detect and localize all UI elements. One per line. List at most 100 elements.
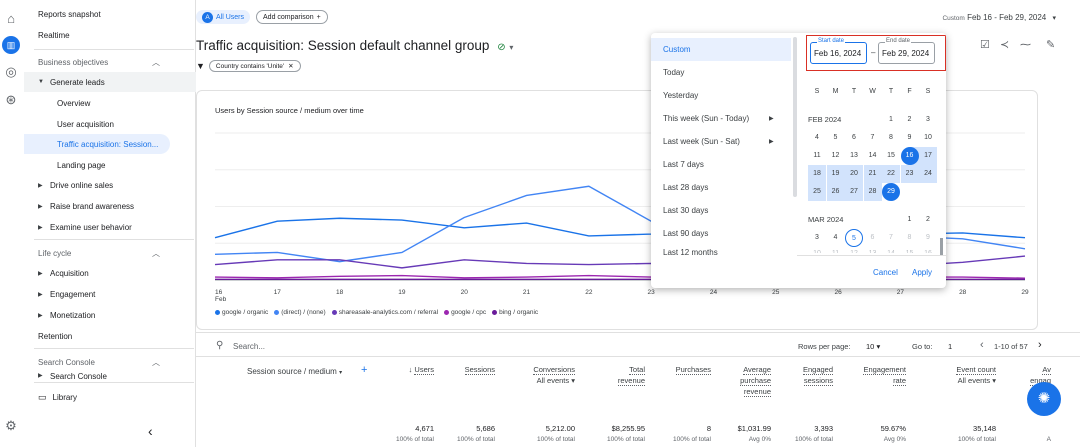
calendar-day[interactable]: 20 xyxy=(845,165,863,183)
sidebar-item-reports-snapshot[interactable]: Reports snapshot xyxy=(38,9,101,19)
advertising-icon[interactable]: ⊛ xyxy=(5,92,17,107)
column-header[interactable]: Engaged sessions xyxy=(802,365,833,387)
explore-icon[interactable]: ◎ xyxy=(5,64,17,79)
date-preset-option[interactable]: Last 90 days xyxy=(651,222,791,245)
calendar-day[interactable]: 9 xyxy=(907,134,912,141)
date-range-selector[interactable]: Custom Feb 16 - Feb 29, 2024 ▾ xyxy=(942,13,1056,22)
date-preset-option[interactable]: Last 28 days xyxy=(651,176,791,199)
calendar-day[interactable]: 13 xyxy=(864,247,882,253)
calendar-day[interactable]: 28 xyxy=(863,183,882,201)
sidebar-section-business-objectives[interactable]: Business objectives ︿ xyxy=(38,57,160,67)
sidebar-item-landing-page[interactable]: Landing page xyxy=(57,160,106,170)
calendar-day[interactable]: 7 xyxy=(870,134,875,141)
calendar-day[interactable]: 5 xyxy=(833,134,838,141)
calendar-day[interactable]: 18 xyxy=(808,165,826,183)
calendar-day[interactable]: 9 xyxy=(926,234,930,241)
column-header[interactable]: Event count All events ▾ xyxy=(956,365,996,387)
calendar-day[interactable]: 11 xyxy=(813,152,821,159)
sidebar-item-retention[interactable]: Retention xyxy=(38,331,73,341)
share-icon[interactable]: ≺ xyxy=(1000,39,1010,51)
calendar-day[interactable]: 19 xyxy=(826,165,845,183)
prev-page-icon[interactable]: ‹ xyxy=(980,339,984,351)
customize-report-icon[interactable]: ☑ xyxy=(980,39,990,51)
calendar-day[interactable]: 14 xyxy=(882,247,900,253)
add-dimension-button[interactable]: + xyxy=(361,364,368,376)
sidebar-item-library[interactable]: ▭ Library xyxy=(38,391,77,402)
calendar-day[interactable]: 10 xyxy=(924,134,932,141)
add-comparison-button[interactable]: Add comparison + xyxy=(256,10,328,24)
date-preset-option[interactable]: Today xyxy=(651,61,791,84)
calendar-day[interactable]: 13 xyxy=(850,152,858,159)
sidebar-section-search-console[interactable]: Search Console ︿ xyxy=(38,357,160,367)
column-header[interactable]: Av engag xyxy=(1030,365,1051,387)
calendar-day[interactable]: 4 xyxy=(815,134,819,141)
legend-item[interactable]: google / organic xyxy=(215,309,268,316)
calendar-day[interactable]: 15 xyxy=(901,247,919,253)
calendar-day[interactable]: 7 xyxy=(889,234,893,241)
calendar-day[interactable]: 12 xyxy=(831,152,840,159)
date-preset-option[interactable]: Last 30 days xyxy=(651,199,791,222)
check-circle-icon[interactable]: ⊘ xyxy=(497,42,506,53)
start-date-field[interactable]: Start date Feb 16, 2024 xyxy=(810,38,867,64)
collapse-sidebar-button[interactable]: ‹ xyxy=(148,423,153,439)
sidebar-item-monetization[interactable]: ▶ Monetization xyxy=(38,310,96,320)
sidebar-item-raise-brand-awareness[interactable]: ▶ Raise brand awareness xyxy=(38,201,135,211)
calendar-day[interactable]: 25 xyxy=(808,183,826,201)
sidebar-item-search-console[interactable]: ▶ Search Console xyxy=(38,372,107,381)
calendar-scrollbar[interactable] xyxy=(940,238,943,256)
calendar-day[interactable]: 5 xyxy=(845,229,863,247)
legend-item[interactable]: google / cpc xyxy=(444,309,486,316)
column-header[interactable]: Conversions All events ▾ xyxy=(533,365,575,387)
filter-chip[interactable]: Country contains 'Unite' ✕ xyxy=(208,60,301,72)
calendar-day[interactable]: 10 xyxy=(808,247,826,253)
next-page-icon[interactable]: › xyxy=(1038,339,1042,351)
column-header[interactable]: Purchases xyxy=(675,365,711,376)
home-icon[interactable]: ⌂ xyxy=(7,10,15,26)
assistant-fab-button[interactable]: ✺ xyxy=(1027,382,1061,416)
sidebar-item-realtime[interactable]: Realtime xyxy=(38,30,70,40)
calendar-day[interactable]: 16 xyxy=(900,147,919,165)
sidebar-item-engagement[interactable]: ▶ Engagement xyxy=(38,289,96,299)
calendar-day[interactable]: 16 xyxy=(919,247,937,253)
legend-item[interactable]: shareasale-analytics.com / referral xyxy=(331,309,438,316)
all-users-chip[interactable]: A All Users xyxy=(196,10,251,24)
calendar-day[interactable]: 27 xyxy=(845,183,863,201)
date-preset-option[interactable]: Last week (Sun - Sat) ▶ xyxy=(651,130,791,153)
column-header[interactable]: Engagement rate xyxy=(863,365,906,387)
calendar-day[interactable]: 22 xyxy=(882,165,900,183)
end-date-field[interactable]: End date Feb 29, 2024 xyxy=(878,38,935,64)
sidebar-item-overview[interactable]: Overview xyxy=(57,98,91,108)
date-preset-option[interactable]: Last 12 months xyxy=(651,245,791,257)
calendar-day[interactable]: 17 xyxy=(919,147,937,165)
legend-item[interactable]: bing / organic xyxy=(492,309,538,316)
calendar-day[interactable]: 6 xyxy=(852,134,856,141)
calendar-day[interactable]: 15 xyxy=(887,152,895,159)
date-preset-option[interactable]: This week (Sun - Today) ▶ xyxy=(651,107,791,130)
sidebar-item-user-acquisition[interactable]: User acquisition xyxy=(57,119,114,129)
legend-item[interactable]: (direct) / (none) xyxy=(274,309,326,316)
column-header[interactable]: Average purchase revenue xyxy=(740,365,771,398)
sidebar-item-examine-user-behavior[interactable]: ▶ Examine user behavior xyxy=(38,222,132,232)
date-preset-option[interactable]: Custom xyxy=(651,38,791,61)
sidebar-item-acquisition[interactable]: ▶ Acquisition xyxy=(38,268,89,278)
insights-icon[interactable]: ⁓ xyxy=(1020,39,1031,51)
edit-icon[interactable]: ✎ xyxy=(1046,39,1056,51)
goto-input[interactable]: 1 xyxy=(948,342,953,351)
calendar-day[interactable]: 3 xyxy=(926,116,930,123)
sidebar-item-generate-leads[interactable]: ▼ Generate leads xyxy=(24,72,196,92)
calendar-day[interactable]: 1 xyxy=(907,216,912,223)
date-preset-option[interactable]: Yesterday xyxy=(651,84,791,107)
reports-icon[interactable]: ▥ xyxy=(2,36,20,54)
calendar-day[interactable]: 8 xyxy=(889,134,893,141)
calendar-day[interactable]: 12 xyxy=(845,247,863,253)
presets-scrollbar[interactable] xyxy=(793,37,797,197)
search-input[interactable]: Search... xyxy=(233,342,266,351)
date-preset-option[interactable]: Last 7 days xyxy=(651,153,791,176)
calendar-day[interactable]: 2 xyxy=(926,216,930,223)
sidebar-section-life-cycle[interactable]: Life cycle ︿ xyxy=(38,248,160,258)
calendar-day[interactable]: 1 xyxy=(889,116,893,123)
calendar-day[interactable]: 14 xyxy=(868,152,877,159)
column-header[interactable]: Sessions xyxy=(464,365,495,376)
calendar-day[interactable]: 26 xyxy=(826,183,845,201)
column-header[interactable]: ↓ Users xyxy=(409,365,434,376)
